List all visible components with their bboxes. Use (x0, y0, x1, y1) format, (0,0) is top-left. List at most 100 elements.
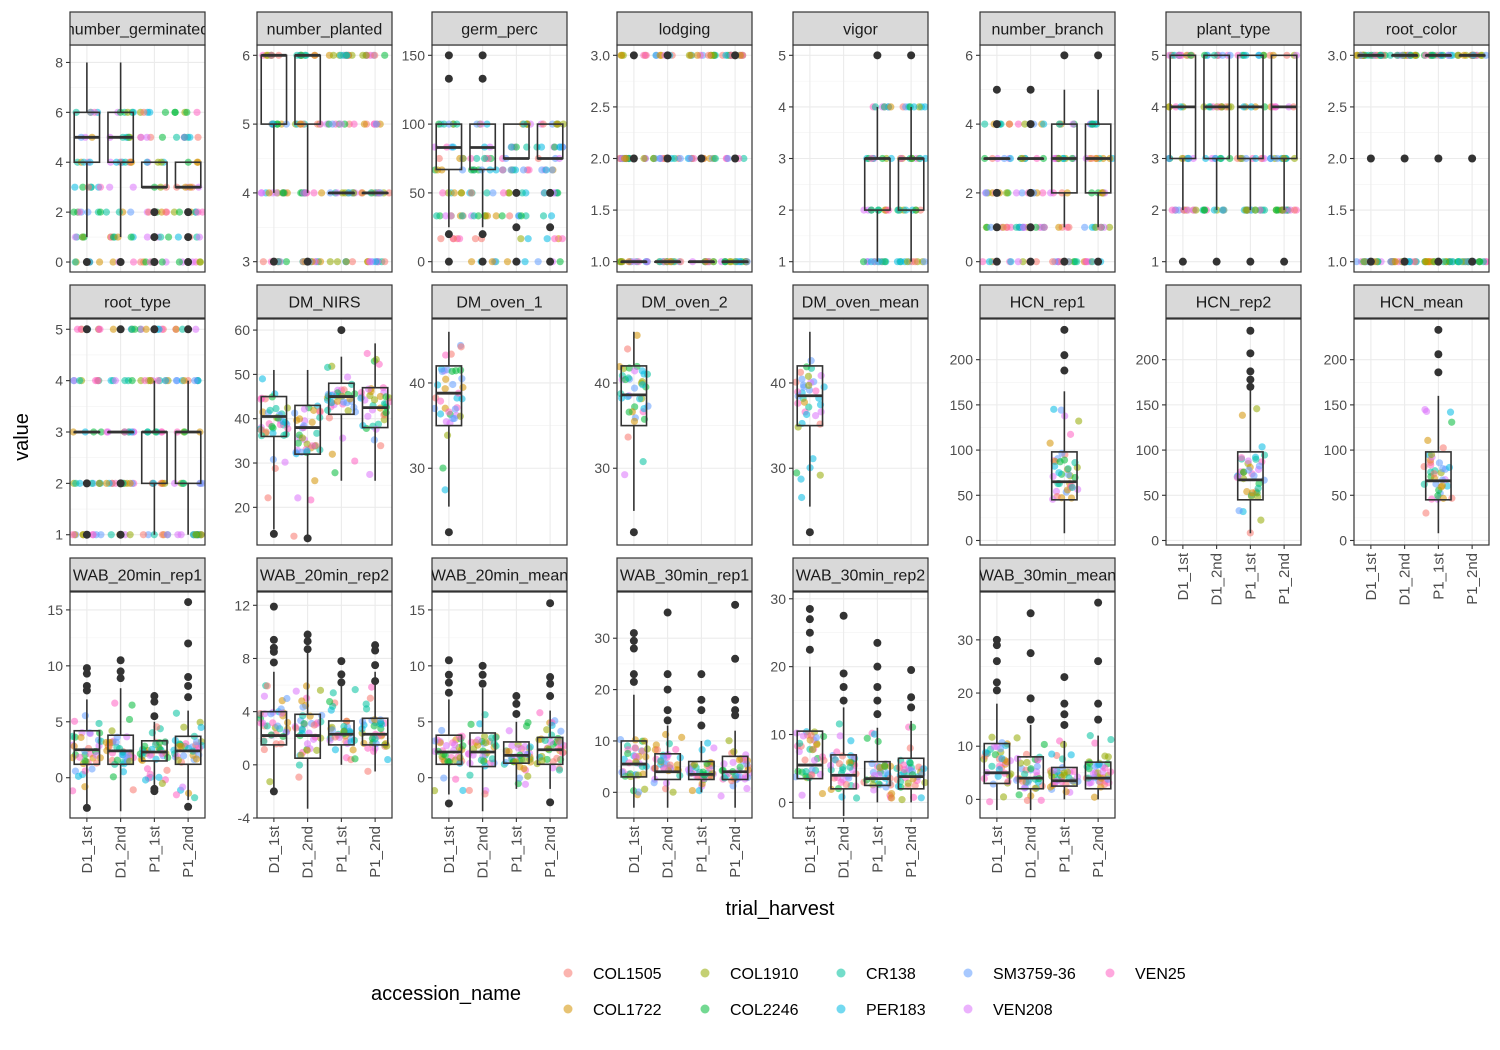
facet-strip-label: DM_oven_mean (802, 295, 919, 312)
outlier-point (337, 657, 346, 666)
outlier-point (731, 154, 740, 163)
x-tick-label: D1_2nd (1023, 826, 1040, 879)
data-point (455, 235, 464, 243)
box-body (983, 742, 1011, 785)
data-point (436, 410, 445, 418)
data-point (303, 740, 312, 748)
facet-strip-label: WAB_30min_mean (979, 568, 1116, 585)
outlier-point (1280, 257, 1289, 266)
data-point (333, 258, 342, 266)
outlier-point (150, 787, 159, 796)
legend-entry-SM3759-36: SM3759-36 (963, 966, 1076, 983)
outlier-point (116, 258, 125, 267)
data-point (259, 258, 267, 266)
data-point (1200, 206, 1208, 214)
box-body (73, 729, 101, 766)
facet-panel-number_germinated: number_germinated 0 2 4 6 8 (55, 11, 206, 273)
legend-entry-PER183: PER183 (836, 1002, 926, 1019)
data-point (308, 418, 316, 426)
data-point (676, 154, 684, 163)
facet-panel-WAB_30min_rep2: WAB_30min_rep2 0 10 20 30 D1_1st D1_2nd P1_1st P… (770, 557, 929, 879)
data-point (1446, 408, 1455, 416)
data-point (114, 233, 122, 241)
data-point (505, 748, 513, 756)
data-point (672, 745, 680, 754)
outlier-point (873, 638, 882, 647)
y-tick-label: 50 (1331, 487, 1347, 503)
data-point (636, 395, 644, 403)
data-point (643, 745, 652, 753)
facet-panel-lodging: lodging 1.0 1.5 2.0 2.5 3.0 (591, 11, 753, 273)
data-point (458, 166, 467, 174)
data-point (900, 766, 909, 774)
outlier-point (1026, 649, 1035, 658)
facet-strip (1353, 11, 1490, 46)
data-point (1060, 456, 1069, 464)
data-point (191, 794, 199, 802)
legend-entry-CR138: CR138 (836, 966, 916, 983)
legend-entry-COL1722: COL1722 (563, 1002, 662, 1019)
facet-strip (792, 557, 929, 592)
y-tick-label: 200 (1136, 352, 1160, 368)
data-point (794, 423, 802, 431)
data-point (96, 208, 105, 216)
outlier-point (992, 120, 1001, 129)
panel-content (1354, 51, 1489, 266)
data-point (730, 748, 738, 756)
data-point (517, 235, 525, 243)
data-point (192, 738, 201, 746)
data-point (624, 374, 633, 382)
data-point (911, 258, 919, 266)
data-point (685, 154, 694, 163)
x-tick-label: P1_2nd (542, 826, 559, 878)
data-point (260, 737, 268, 746)
data-point (816, 471, 824, 479)
outlier-point (663, 608, 672, 617)
data-point (553, 754, 561, 762)
data-point (451, 740, 459, 749)
outlier-point (478, 661, 487, 670)
outlier-point (269, 257, 278, 266)
outlier-point (478, 230, 487, 239)
panel-content (1166, 51, 1300, 266)
outlier-point (992, 657, 1001, 666)
outlier-point (1060, 699, 1069, 708)
data-point (433, 212, 441, 220)
data-point (109, 773, 117, 781)
data-point (878, 258, 886, 266)
data-point (366, 694, 374, 702)
data-point (524, 772, 532, 780)
data-point (318, 711, 326, 720)
outlier-point (873, 683, 882, 692)
outlier-point (697, 706, 706, 715)
data-point (456, 366, 465, 374)
data-point (1410, 258, 1419, 266)
data-point (1267, 154, 1275, 163)
data-point (300, 189, 308, 197)
facet-strip (256, 284, 393, 319)
y-tick-label: 4 (55, 373, 63, 389)
data-point (377, 720, 386, 728)
data-point (436, 397, 445, 405)
outlier-point (269, 787, 278, 796)
data-point (129, 786, 137, 794)
data-point (836, 732, 844, 740)
data-point (164, 233, 173, 241)
data-point (982, 189, 990, 197)
data-point (281, 458, 289, 466)
data-point (142, 325, 150, 333)
panel-content (257, 602, 392, 809)
data-point (693, 51, 701, 59)
data-point (1253, 405, 1261, 413)
data-point (1192, 206, 1200, 214)
data-point (89, 531, 97, 539)
data-point (802, 410, 811, 419)
outlier-point (512, 188, 521, 197)
y-tick-label: 20 (770, 659, 786, 675)
data-point (347, 738, 355, 746)
data-point (1482, 51, 1489, 59)
data-point (796, 368, 805, 376)
y-tick-label: 0 (417, 254, 425, 270)
outlier-point (805, 628, 814, 637)
data-point (743, 784, 751, 793)
